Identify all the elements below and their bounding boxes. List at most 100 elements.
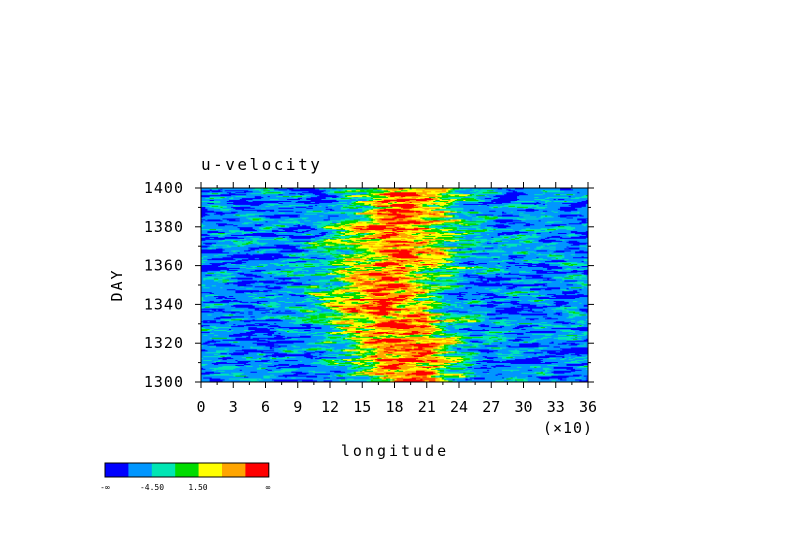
heatmap-cell xyxy=(491,347,501,349)
heatmap-cell xyxy=(224,355,228,358)
heatmap-cell xyxy=(542,266,563,268)
heatmap-cell xyxy=(420,331,430,333)
heatmap-cell xyxy=(353,371,357,373)
heatmap-cell xyxy=(495,310,522,312)
heatmap-cell xyxy=(392,351,395,354)
heatmap-cell xyxy=(469,275,479,277)
heatmap-cell xyxy=(310,274,327,276)
heatmap-cell xyxy=(224,283,230,285)
heatmap-cell xyxy=(233,341,238,343)
heatmap-cell xyxy=(461,351,475,354)
heatmap-cell xyxy=(375,368,391,370)
heatmap-cell xyxy=(456,252,466,254)
heatmap-cell xyxy=(271,312,296,314)
heatmap-cell xyxy=(248,313,253,315)
heatmap-cell xyxy=(373,267,382,269)
heatmap-cell xyxy=(327,306,339,308)
heatmap-cell xyxy=(583,365,588,367)
heatmap-cell xyxy=(379,377,382,379)
heatmap-cell xyxy=(377,369,385,371)
heatmap-cell xyxy=(323,263,329,266)
heatmap-cell xyxy=(547,304,552,306)
heatmap-cell xyxy=(201,312,232,314)
heatmap-cell xyxy=(396,297,406,299)
heatmap-cell xyxy=(366,352,372,355)
heatmap-cell xyxy=(261,312,266,314)
heatmap-cell xyxy=(297,316,309,318)
heatmap-cell xyxy=(564,256,574,259)
heatmap-cell xyxy=(325,293,357,296)
heatmap-cell xyxy=(474,284,546,286)
heatmap-cell xyxy=(413,333,428,335)
heatmap-cell xyxy=(295,304,307,306)
heatmap-cell xyxy=(362,341,365,343)
heatmap-cell xyxy=(482,359,494,362)
heatmap-cell xyxy=(439,250,445,252)
heatmap-cell xyxy=(433,346,436,348)
heatmap-cell xyxy=(201,352,221,355)
heatmap-cell xyxy=(439,266,443,268)
heatmap-cell xyxy=(540,366,554,368)
heatmap-cell xyxy=(549,345,578,347)
heatmap-cell xyxy=(224,295,230,298)
heatmap-cell xyxy=(351,265,355,267)
heatmap-cell xyxy=(461,256,466,259)
heatmap-cell xyxy=(450,263,456,266)
heatmap-cell xyxy=(437,285,447,287)
heatmap-cell xyxy=(400,289,406,292)
heatmap-cell xyxy=(299,277,333,279)
heatmap-cell xyxy=(304,341,320,343)
heatmap-cell xyxy=(553,321,572,324)
heatmap-cell xyxy=(218,280,223,282)
heatmap-cell xyxy=(366,267,374,269)
heatmap-cell xyxy=(280,325,307,328)
heatmap-cell xyxy=(510,352,522,355)
heatmap-cell xyxy=(441,321,449,324)
heatmap-cell xyxy=(562,311,570,313)
heatmap-cell xyxy=(433,352,436,355)
heatmap-cell xyxy=(426,353,432,356)
heatmap-cell xyxy=(364,357,367,360)
heatmap-cell xyxy=(426,357,436,360)
heatmap-cell xyxy=(231,328,249,331)
heatmap-cell xyxy=(538,342,550,344)
heatmap-cell xyxy=(332,269,339,271)
heatmap-cell xyxy=(345,276,350,278)
heatmap-cell xyxy=(416,292,423,295)
heatmap-cell xyxy=(388,313,400,315)
heatmap-cell xyxy=(484,330,509,332)
heatmap-cell xyxy=(233,253,251,256)
heatmap-cell xyxy=(222,339,266,341)
heatmap-cell xyxy=(484,271,490,273)
heatmap-cell xyxy=(325,252,331,255)
heatmap-cell xyxy=(201,335,230,337)
heatmap-cell xyxy=(418,352,434,355)
heatmap-cell xyxy=(218,366,241,368)
heatmap-cell xyxy=(422,298,430,300)
heatmap-cell xyxy=(269,324,279,327)
heatmap-cell xyxy=(342,325,346,328)
heatmap-cell xyxy=(241,262,271,265)
heatmap-cell xyxy=(256,274,275,276)
heatmap-cell xyxy=(388,331,400,333)
heatmap-cell xyxy=(201,365,223,367)
heatmap-cell xyxy=(252,253,284,256)
heatmap-cell xyxy=(203,255,208,258)
heatmap-cell xyxy=(274,360,279,363)
heatmap-cell xyxy=(287,262,331,265)
heatmap-cell xyxy=(351,365,359,367)
heatmap-cell xyxy=(551,327,588,330)
heatmap-cell xyxy=(327,281,342,283)
heatmap-cell xyxy=(431,376,436,378)
heatmap-cell xyxy=(433,273,451,275)
heatmap-cell xyxy=(465,361,488,363)
heatmap-cell xyxy=(523,279,544,281)
heatmap-cell xyxy=(400,348,413,350)
heatmap-cell xyxy=(375,251,380,253)
heatmap-cell xyxy=(443,295,458,298)
heatmap-cell xyxy=(396,271,402,273)
heatmap-cell xyxy=(478,342,484,344)
heatmap-cell xyxy=(364,351,378,354)
heatmap-cell xyxy=(332,349,342,352)
heatmap-cell xyxy=(201,332,210,334)
